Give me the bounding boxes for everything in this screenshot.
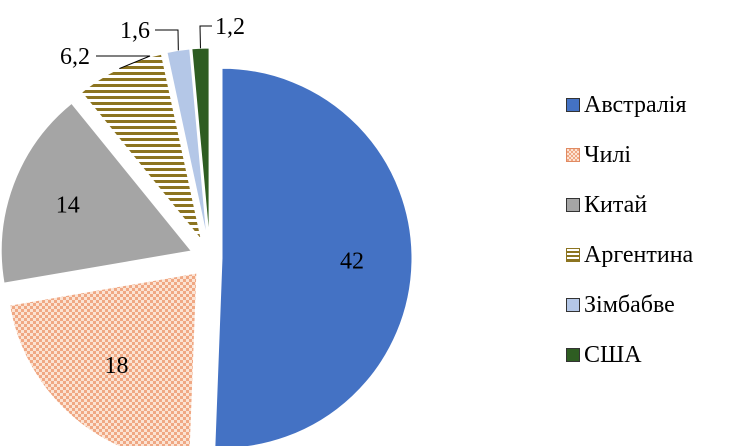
legend-swatch [566,348,580,362]
leader-lines [96,25,212,70]
legend-swatch [566,198,580,212]
legend-swatch [566,98,580,112]
legend-label: Аргентина [584,242,694,268]
data-label-6: 1,2 [215,14,245,40]
pie-slice-1 [214,67,413,446]
legend-label: Австралія [584,92,687,118]
leader-line-6 [199,25,212,49]
legend-label: Зімбабве [584,292,675,318]
legend-item: Китай [566,180,693,230]
data-labels: 42 18 14 6,2 1,6 1,2 [56,14,364,379]
legend-item: Чилі [566,130,693,180]
legend-label: США [584,342,642,368]
pie-slice-4 [80,53,202,241]
pie-slice-2 [8,272,198,446]
pie-slice-3 [0,102,193,284]
data-label-5: 1,6 [120,18,150,44]
leader-line-5 [155,29,179,51]
legend-swatch [566,148,580,162]
legend-swatch [566,298,580,312]
data-label-1: 42 [340,249,364,275]
legend-label: Китай [584,192,648,218]
legend-swatch [566,248,580,262]
data-label-4: 6,2 [60,44,90,70]
legend-label: Чилі [584,142,632,168]
leader-line-4 [96,55,151,70]
data-label-2: 18 [104,353,128,379]
pie-slices [0,47,413,446]
legend: Австралія Чилі Китай Аргентина Зімбабве США [566,80,693,380]
legend-item: Аргентина [566,230,693,280]
legend-item: Австралія [566,80,693,130]
legend-item: США [566,330,693,380]
data-label-3: 14 [56,193,80,219]
legend-item: Зімбабве [566,280,693,330]
